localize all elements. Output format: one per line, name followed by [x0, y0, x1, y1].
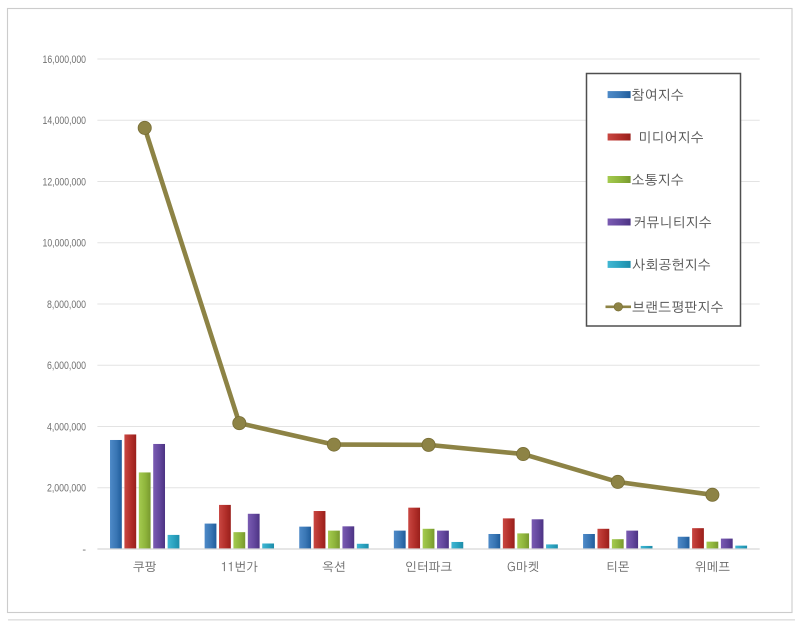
svg-text:8,000,000: 8,000,000 — [47, 299, 86, 311]
svg-text:12,000,000: 12,000,000 — [43, 176, 87, 188]
svg-text:4,000,000: 4,000,000 — [47, 421, 86, 433]
svg-text:10,000,000: 10,000,000 — [43, 238, 87, 250]
svg-text:6,000,000: 6,000,000 — [47, 360, 86, 372]
svg-text:16,000,000: 16,000,000 — [43, 54, 87, 66]
svg-text:2,000,000: 2,000,000 — [47, 483, 86, 495]
svg-text:14,000,000: 14,000,000 — [43, 115, 87, 127]
svg-text:-: - — [82, 544, 86, 556]
